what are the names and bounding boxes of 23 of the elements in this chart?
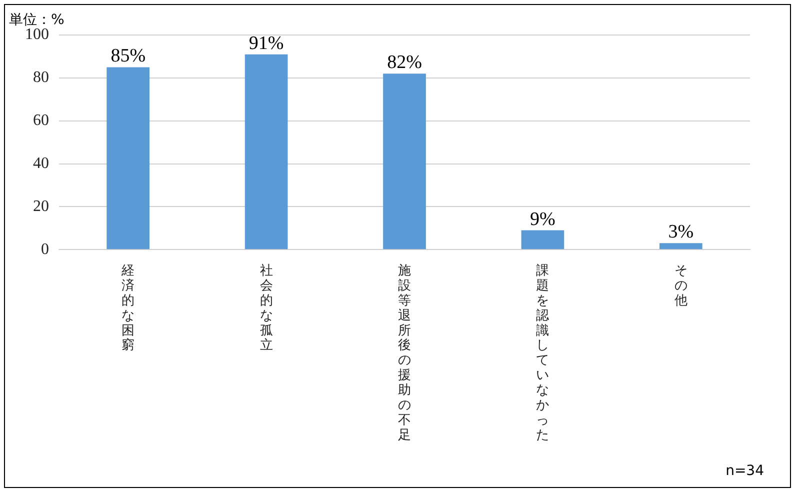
bar: [521, 230, 564, 250]
data-label: 82%: [387, 52, 422, 74]
data-label: 9%: [530, 208, 556, 230]
text: n=34: [726, 463, 764, 479]
y-tick-label: 100: [25, 26, 49, 44]
text: 単位：%: [9, 11, 64, 28]
bar: [244, 54, 288, 250]
y-tick-label: 40: [33, 154, 49, 172]
data-label: 91%: [248, 32, 284, 54]
bar: [106, 67, 150, 250]
x-tick-label: 経済的な困窮: [120, 263, 135, 354]
data-label: 85%: [110, 46, 146, 67]
category-label: 課題を認識していなかった: [536, 263, 550, 443]
y-tick-label: 20: [33, 198, 49, 215]
data-label: 3%: [668, 222, 694, 243]
x-tick-label: その他: [674, 263, 688, 308]
category-label: 施設等退所後の援助の不足: [398, 263, 411, 443]
y-tick-label: 80: [33, 69, 49, 86]
x-tick-label: 社会的な孤立: [260, 263, 273, 354]
bar: [383, 74, 426, 250]
y-tick-label: 60: [33, 112, 49, 130]
bar: [659, 243, 702, 250]
y-tick-label: 0: [41, 240, 49, 258]
